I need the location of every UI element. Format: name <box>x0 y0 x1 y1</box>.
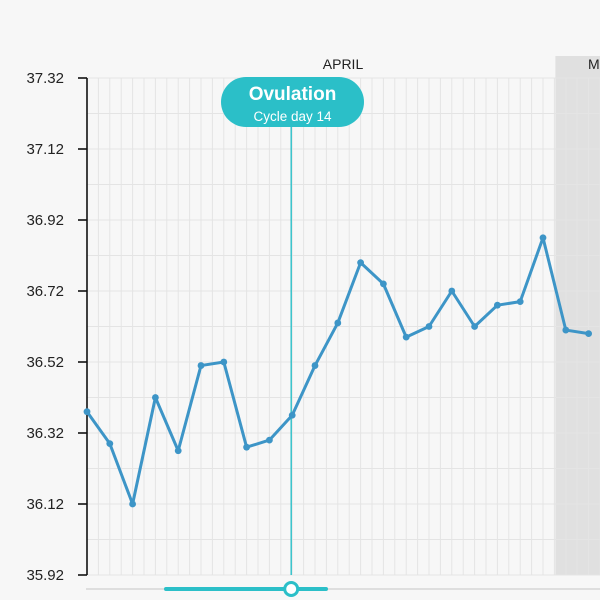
data-point[interactable] <box>197 362 205 369</box>
data-point[interactable] <box>83 408 91 416</box>
y-tick-label: 37.12 <box>26 141 64 158</box>
data-point[interactable] <box>562 326 570 334</box>
ovulation-badge-bg <box>221 77 364 127</box>
y-tick-label: 37.32 <box>26 70 64 87</box>
y-tick-label: 36.72 <box>26 283 64 300</box>
ovulation-badge[interactable]: Ovulation Cycle day 14 <box>221 77 364 127</box>
axes <box>86 78 600 590</box>
grid-layer <box>87 77 600 576</box>
data-point[interactable] <box>494 301 501 309</box>
ovulation-title: Ovulation <box>249 84 337 105</box>
data-point[interactable] <box>311 362 319 369</box>
data-point[interactable] <box>174 447 182 455</box>
data-point[interactable] <box>106 440 114 448</box>
y-tick-label: 36.32 <box>26 425 64 442</box>
data-point[interactable] <box>152 394 159 401</box>
day-slider[interactable] <box>164 581 328 597</box>
data-point[interactable] <box>266 436 273 444</box>
y-tick-label: 36.92 <box>26 212 64 229</box>
ovulation-subtitle: Cycle day 14 <box>253 109 332 124</box>
data-point[interactable] <box>129 500 137 508</box>
data-point[interactable] <box>471 323 478 330</box>
data-point[interactable] <box>220 358 228 366</box>
data-point[interactable] <box>516 298 524 306</box>
y-tick-labels: 37.32 37.12 36.92 36.72 36.52 36.32 36.12 35.92 <box>26 70 87 584</box>
data-point[interactable] <box>585 330 592 337</box>
series-layer <box>83 234 592 508</box>
data-point[interactable] <box>448 287 456 295</box>
data-point[interactable] <box>288 411 296 419</box>
y-tick-label: 35.92 <box>26 567 64 584</box>
slider-handle[interactable] <box>283 581 300 597</box>
data-point[interactable] <box>380 280 387 288</box>
data-point[interactable] <box>539 234 547 242</box>
data-point[interactable] <box>425 323 433 330</box>
data-point[interactable] <box>334 319 342 327</box>
data-point[interactable] <box>402 333 410 341</box>
y-tick-label: 36.52 <box>26 354 64 371</box>
month-label-april: APRIL <box>323 56 364 72</box>
data-point[interactable] <box>243 443 251 451</box>
data-point[interactable] <box>357 259 364 266</box>
month-labels: APRIL M <box>323 56 600 72</box>
month-label-next: M <box>588 56 600 72</box>
y-tick-label: 36.12 <box>26 496 64 513</box>
